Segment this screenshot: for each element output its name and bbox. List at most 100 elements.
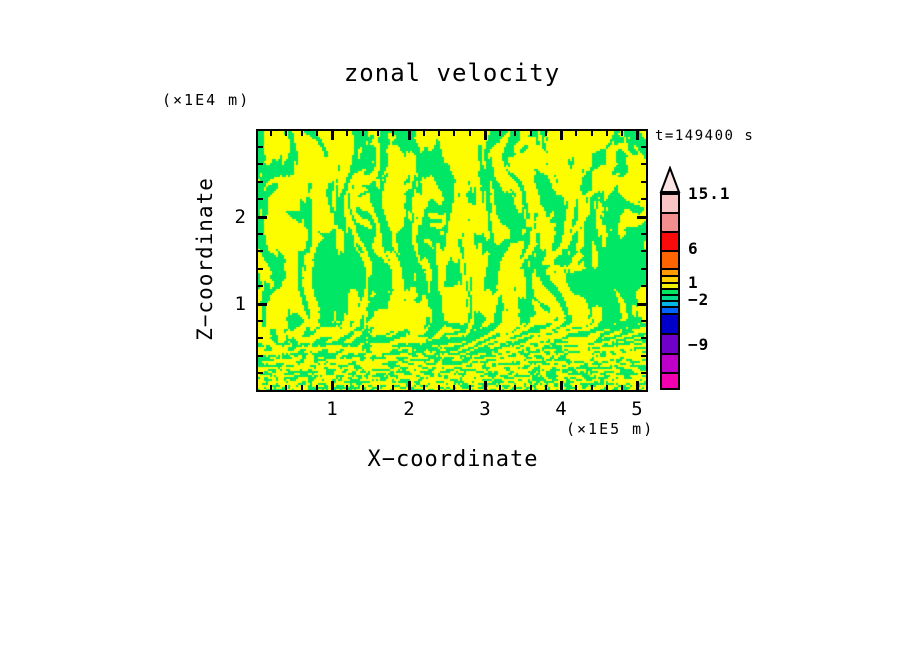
x-minor-tick-top — [545, 131, 547, 136]
colorbar-band — [662, 195, 678, 214]
z-minor-tick — [258, 146, 263, 148]
x-minor-tick — [606, 385, 608, 390]
x-minor-tick-top — [621, 131, 623, 136]
colorbar-band — [662, 308, 678, 315]
x-major-tick-top — [484, 131, 487, 140]
x-minor-tick-top — [499, 131, 501, 136]
x-axis-label: X−coordinate — [367, 447, 539, 472]
z-major-tick-right — [637, 303, 646, 306]
z-tick-label: 2 — [234, 206, 246, 228]
x-minor-tick-top — [301, 131, 303, 136]
colorbar-value-label: 1 — [688, 273, 699, 292]
z-minor-tick — [258, 250, 263, 252]
x-minor-tick-top — [591, 131, 593, 136]
x-major-tick-top — [636, 131, 639, 140]
x-minor-tick-top — [316, 131, 318, 136]
z-axis-label: Z−coordinate — [193, 177, 217, 341]
x-axis-unit-label: (×1E5 m) — [566, 420, 655, 438]
x-major-tick — [636, 381, 639, 390]
x-minor-tick — [301, 385, 303, 390]
colorbar-band — [662, 374, 678, 388]
colorbar-band — [662, 270, 678, 277]
x-minor-tick — [423, 385, 425, 390]
z-minor-tick-right — [641, 198, 646, 200]
x-minor-tick — [499, 385, 501, 390]
z-minor-tick — [258, 198, 263, 200]
colorbar-band — [662, 290, 678, 296]
velocity-field-canvas — [258, 131, 646, 390]
x-major-tick — [484, 381, 487, 390]
x-tick-label: 4 — [555, 398, 567, 420]
x-tick-label: 1 — [326, 398, 338, 420]
x-tick-label: 2 — [403, 398, 415, 420]
colorbar-value-label: 15.1 — [688, 184, 731, 203]
x-minor-tick — [392, 385, 394, 390]
z-minor-tick — [258, 320, 263, 322]
x-minor-tick-top — [469, 131, 471, 136]
z-minor-tick-right — [641, 337, 646, 339]
x-minor-tick-top — [285, 131, 287, 136]
x-minor-tick — [575, 385, 577, 390]
x-major-tick-top — [560, 131, 563, 140]
colorbar-band — [662, 233, 678, 252]
x-minor-tick — [285, 385, 287, 390]
z-minor-tick-right — [641, 268, 646, 270]
x-minor-tick-top — [270, 131, 272, 136]
z-tick-label: 1 — [234, 293, 246, 315]
z-minor-tick — [258, 181, 263, 183]
colorbar-arrow-tip — [659, 166, 681, 193]
colorbar-band — [662, 252, 678, 270]
z-axis-unit-label: (×1E4 m) — [162, 91, 251, 109]
x-minor-tick-top — [438, 131, 440, 136]
x-minor-tick — [514, 385, 516, 390]
x-minor-tick-top — [514, 131, 516, 136]
plot-area — [256, 129, 648, 392]
x-minor-tick — [316, 385, 318, 390]
x-major-tick-top — [331, 131, 334, 140]
colorbar-band — [662, 296, 678, 302]
chart-title: zonal velocity — [343, 59, 561, 87]
x-major-tick — [408, 381, 411, 390]
x-tick-label: 5 — [631, 398, 643, 420]
colorbar-band — [662, 302, 678, 308]
x-minor-tick-top — [377, 131, 379, 136]
x-minor-tick-top — [392, 131, 394, 136]
x-minor-tick-top — [346, 131, 348, 136]
colorbar-band — [662, 315, 678, 335]
z-minor-tick — [258, 268, 263, 270]
x-minor-tick-top — [453, 131, 455, 136]
z-minor-tick-right — [641, 250, 646, 252]
time-annotation: t=149400 s — [655, 128, 755, 144]
colorbar-band — [662, 277, 678, 284]
z-minor-tick — [258, 163, 263, 165]
x-minor-tick-top — [575, 131, 577, 136]
colorbar-band — [662, 214, 678, 233]
colorbar-band — [662, 355, 678, 374]
colorbar-band — [662, 284, 678, 290]
x-minor-tick — [453, 385, 455, 390]
z-minor-tick — [258, 233, 263, 235]
x-minor-tick — [362, 385, 364, 390]
x-major-tick-top — [408, 131, 411, 140]
colorbar-value-label: −9 — [688, 335, 710, 354]
z-minor-tick-right — [641, 181, 646, 183]
z-minor-tick-right — [641, 233, 646, 235]
x-tick-label: 3 — [479, 398, 491, 420]
z-minor-tick — [258, 372, 263, 374]
z-minor-tick-right — [641, 285, 646, 287]
x-minor-tick — [346, 385, 348, 390]
x-minor-tick — [530, 385, 532, 390]
x-minor-tick — [438, 385, 440, 390]
x-minor-tick — [591, 385, 593, 390]
z-major-tick — [258, 216, 267, 219]
x-minor-tick — [270, 385, 272, 390]
x-major-tick — [560, 381, 563, 390]
x-minor-tick-top — [423, 131, 425, 136]
colorbar-value-label: 6 — [688, 239, 699, 258]
z-minor-tick-right — [641, 372, 646, 374]
z-minor-tick — [258, 337, 263, 339]
x-minor-tick — [377, 385, 379, 390]
colorbar — [660, 193, 680, 390]
colorbar-band — [662, 335, 678, 355]
z-major-tick — [258, 303, 267, 306]
